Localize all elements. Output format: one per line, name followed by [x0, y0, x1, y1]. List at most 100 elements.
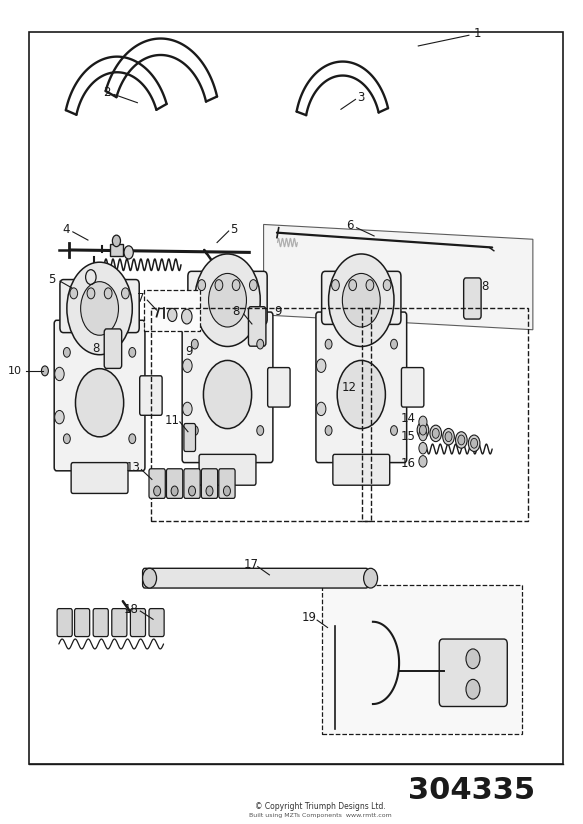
Circle shape [466, 679, 480, 699]
Text: 9: 9 [274, 305, 281, 318]
FancyBboxPatch shape [268, 368, 290, 407]
Circle shape [325, 339, 332, 349]
FancyBboxPatch shape [140, 376, 162, 415]
Text: 2: 2 [103, 87, 110, 100]
Circle shape [337, 360, 385, 428]
FancyBboxPatch shape [188, 271, 267, 325]
Text: 5: 5 [230, 222, 237, 236]
Text: 5: 5 [48, 273, 55, 286]
Circle shape [55, 410, 64, 424]
Circle shape [419, 425, 426, 435]
Circle shape [332, 279, 339, 291]
Text: 1: 1 [474, 27, 482, 40]
Circle shape [75, 368, 124, 437]
Circle shape [466, 649, 480, 668]
Circle shape [168, 308, 177, 321]
Circle shape [442, 428, 454, 445]
Text: 18: 18 [124, 603, 139, 616]
Circle shape [342, 274, 380, 327]
FancyBboxPatch shape [57, 609, 72, 637]
Circle shape [325, 426, 332, 435]
Circle shape [317, 359, 326, 372]
Circle shape [430, 425, 441, 442]
FancyBboxPatch shape [201, 469, 217, 499]
Circle shape [364, 569, 378, 588]
Circle shape [67, 262, 132, 354]
Circle shape [232, 279, 240, 291]
FancyBboxPatch shape [167, 469, 182, 499]
Circle shape [203, 360, 252, 428]
Circle shape [129, 434, 136, 443]
Circle shape [419, 456, 427, 467]
FancyBboxPatch shape [463, 278, 481, 319]
Bar [110, 244, 123, 255]
FancyBboxPatch shape [333, 454, 389, 485]
Circle shape [391, 339, 398, 349]
Circle shape [349, 279, 357, 291]
FancyBboxPatch shape [182, 312, 273, 462]
Polygon shape [264, 224, 533, 330]
Circle shape [215, 279, 223, 291]
FancyBboxPatch shape [219, 469, 235, 499]
Circle shape [198, 279, 206, 291]
Circle shape [191, 339, 198, 349]
Circle shape [317, 402, 326, 415]
FancyBboxPatch shape [402, 368, 424, 407]
Circle shape [129, 348, 136, 358]
FancyBboxPatch shape [131, 609, 146, 637]
FancyBboxPatch shape [112, 609, 127, 637]
Circle shape [188, 486, 195, 496]
Circle shape [445, 432, 452, 442]
Circle shape [154, 486, 161, 496]
Circle shape [113, 235, 121, 246]
Circle shape [171, 486, 178, 496]
Text: 8: 8 [481, 280, 489, 293]
Circle shape [223, 486, 230, 496]
Circle shape [366, 279, 374, 291]
Text: 19: 19 [301, 611, 317, 624]
Text: 12: 12 [342, 381, 357, 394]
Circle shape [80, 282, 118, 335]
Text: 10: 10 [8, 366, 22, 376]
Circle shape [64, 348, 71, 358]
FancyBboxPatch shape [145, 290, 199, 331]
FancyBboxPatch shape [149, 609, 164, 637]
Circle shape [104, 288, 112, 299]
Circle shape [181, 309, 192, 324]
Circle shape [206, 486, 213, 496]
Circle shape [87, 288, 95, 299]
FancyBboxPatch shape [184, 424, 195, 452]
Text: Built using MZTs Components  www.rmtt.com: Built using MZTs Components www.rmtt.com [249, 812, 392, 817]
Text: 14: 14 [401, 412, 415, 425]
FancyBboxPatch shape [322, 271, 401, 325]
FancyBboxPatch shape [322, 585, 522, 734]
FancyBboxPatch shape [75, 609, 90, 637]
Text: 4: 4 [62, 222, 70, 236]
FancyBboxPatch shape [184, 469, 200, 499]
Text: 8: 8 [92, 342, 99, 355]
Circle shape [417, 422, 429, 438]
Text: 15: 15 [401, 430, 415, 443]
Circle shape [124, 246, 134, 259]
Circle shape [329, 254, 394, 346]
Circle shape [455, 432, 467, 448]
Circle shape [468, 435, 480, 452]
FancyBboxPatch shape [439, 639, 507, 706]
FancyBboxPatch shape [71, 462, 128, 494]
Circle shape [257, 426, 264, 435]
FancyBboxPatch shape [199, 454, 256, 485]
Text: 6: 6 [346, 218, 353, 232]
Bar [29, 32, 563, 764]
FancyBboxPatch shape [93, 609, 108, 637]
Circle shape [391, 426, 398, 435]
Circle shape [458, 435, 465, 445]
Circle shape [64, 434, 71, 443]
Circle shape [383, 279, 391, 291]
FancyBboxPatch shape [104, 329, 122, 368]
Text: 9: 9 [185, 344, 193, 358]
Text: © Copyright Triumph Designs Ltd.: © Copyright Triumph Designs Ltd. [255, 803, 386, 812]
Text: 7: 7 [136, 292, 144, 305]
FancyBboxPatch shape [143, 569, 368, 588]
Text: 13: 13 [126, 461, 141, 475]
Circle shape [432, 428, 439, 438]
